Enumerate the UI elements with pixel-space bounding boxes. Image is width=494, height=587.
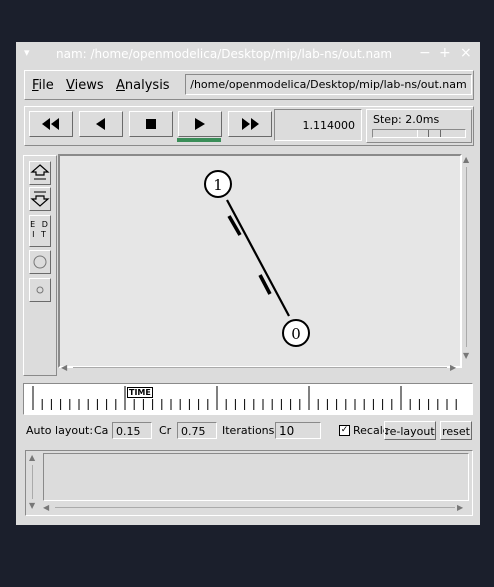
annotation-scroll-down-icon[interactable]: ▼ [29,501,36,510]
file-path-display: /home/openmodelica/Desktop/mip/lab-ns/ou… [185,74,472,95]
auto-layout-controls: Auto layout: Ca 0.15 Cr 0.75 Iterations … [26,421,472,442]
step-slider-thumb[interactable] [417,130,441,137]
node-1[interactable] [204,170,232,198]
time-marker[interactable]: TIME [127,387,153,398]
network-drawing: 1 0 [204,170,310,347]
zoom-out-icon [30,191,50,207]
packet-2 [258,274,272,295]
fast-forward-button[interactable] [228,111,272,137]
current-time-display: 1.114000 [274,109,362,141]
back-icon [96,118,105,130]
node-tool-small[interactable] [29,278,51,302]
iterations-input[interactable]: 10 [275,422,321,439]
play-icon [195,118,205,130]
scroll-down-icon[interactable]: ▼ [463,351,470,360]
node-tool-large[interactable] [29,250,51,274]
step-slider[interactable] [372,129,466,138]
relayout-button[interactable]: re-layout [384,421,436,440]
rewind-icon [42,118,59,130]
annotation-scroll-right-icon[interactable]: ▶ [457,503,464,512]
recalc-label: Recalc [353,424,389,437]
annotation-panel: ▲ ▼ ◀ ▶ [25,450,473,516]
circle-large-icon [33,255,47,269]
annotation-scroll-up-icon[interactable]: ▲ [29,453,36,462]
stop-button[interactable] [129,111,173,137]
cr-label: Cr [159,424,172,437]
rewind-button[interactable] [29,111,73,137]
scroll-left-icon[interactable]: ◀ [61,363,68,372]
menu-file-mnemonic: F [32,78,39,93]
cr-input[interactable]: 0.75 [177,422,217,439]
menu-views-rest: iews [74,78,104,93]
playback-toolbar: 1.114000 Step: 2.0ms [24,106,474,146]
iterations-label: Iterations [222,424,275,437]
scroll-up-icon[interactable]: ▲ [463,155,470,164]
node-1-label: 1 [213,176,223,194]
ca-label: Ca [94,424,109,437]
timeline-ticks [32,386,457,410]
minimize-icon[interactable]: − [419,45,431,61]
edit-tool[interactable]: E D I T [29,215,51,247]
tool-column: E D I T [23,155,57,376]
step-label: Step: 2.0ms [373,113,440,126]
zoom-out-tool[interactable] [29,187,51,211]
recalc-checkbox[interactable]: ✓ [339,425,350,436]
time-slider[interactable]: TIME [23,383,473,415]
annotation-list[interactable] [43,453,469,501]
annotation-vertical-scrollbar[interactable]: ▲ ▼ [28,453,38,511]
network-canvas[interactable]: 1 0 [58,154,462,368]
node-0[interactable] [282,319,310,347]
menu-file[interactable]: File [32,78,54,93]
menu-views[interactable]: Views [66,78,104,93]
menu-file-rest: ile [38,78,54,93]
reset-button[interactable]: reset [440,421,472,440]
back-button[interactable] [79,111,123,137]
network-link [226,199,290,317]
play-button[interactable] [178,111,222,137]
edit-label-line-1: E D [30,220,50,229]
menu-analysis-rest: nalysis [124,78,170,93]
title-bar: ▾ nam: /home/openmodelica/Desktop/mip/la… [16,42,480,66]
zoom-in-icon [30,164,50,180]
menu-analysis[interactable]: Analysis [116,78,170,93]
ca-input[interactable]: 0.15 [112,422,152,439]
window-menu-icon[interactable]: ▾ [24,46,30,59]
canvas-horizontal-scrollbar[interactable]: ◀ ▶ [61,363,459,373]
maximize-icon[interactable]: + [439,45,451,61]
menu-analysis-mnemonic: A [116,78,125,93]
edit-label-line-2: I T [32,230,48,239]
nam-window: ▾ nam: /home/openmodelica/Desktop/mip/la… [16,42,480,525]
window-title: nam: /home/openmodelica/Desktop/mip/lab-… [56,47,393,61]
annotation-scroll-left-icon[interactable]: ◀ [43,503,50,512]
close-icon[interactable]: × [460,45,472,61]
fast-forward-icon [242,118,259,130]
annotation-horizontal-scrollbar[interactable]: ◀ ▶ [43,503,467,513]
stop-icon [146,119,156,129]
packet-1 [227,215,242,236]
step-control: Step: 2.0ms [366,109,472,143]
menu-views-mnemonic: V [66,78,75,93]
auto-layout-label: Auto layout: [26,424,94,437]
node-0-label: 0 [291,325,301,343]
scroll-right-icon[interactable]: ▶ [450,363,457,372]
play-active-indicator [177,138,221,142]
zoom-in-tool[interactable] [29,161,51,185]
menu-bar: File Views Analysis /home/openmodelica/D… [24,70,474,100]
circle-small-icon [36,286,44,294]
canvas-vertical-scrollbar[interactable]: ▲ ▼ [462,155,472,361]
